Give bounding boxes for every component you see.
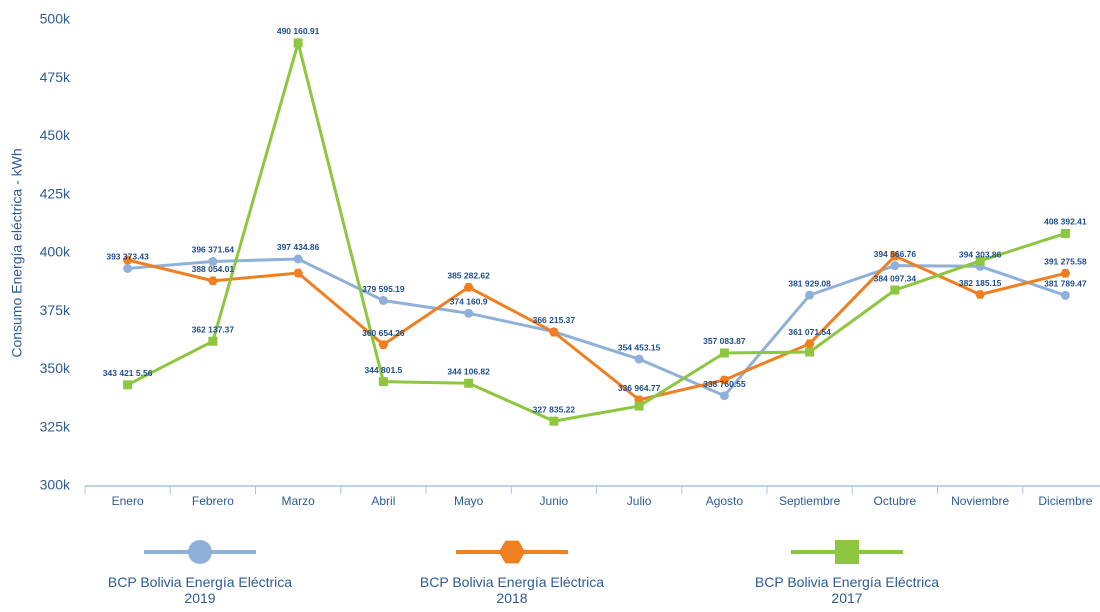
x-tick-label: Octubre <box>874 494 917 508</box>
x-tick-label: Diciembre <box>1038 494 1092 508</box>
point <box>123 263 133 273</box>
x-tick-label: Marzo <box>281 494 315 508</box>
point <box>890 285 900 295</box>
point <box>835 540 859 564</box>
point <box>805 347 815 357</box>
point <box>378 377 388 387</box>
point <box>293 254 303 264</box>
x-tick-label: Noviembre <box>951 494 1009 508</box>
x-tick-label: Enero <box>112 494 144 508</box>
point <box>293 268 304 278</box>
point <box>464 308 474 318</box>
series <box>123 37 1070 426</box>
data-label: 397 434.86 <box>277 242 320 252</box>
data-label: 360 654.26 <box>362 328 405 338</box>
y-tick-label: 375k <box>40 302 71 318</box>
legend-label: BCP Bolivia Energía Eléctrica 2019 <box>107 574 293 606</box>
legend-label: BCP Bolivia Energía Eléctrica 2017 <box>754 574 940 606</box>
x-tick-label: Abril <box>371 494 395 508</box>
point <box>634 354 644 364</box>
series <box>123 254 1070 401</box>
data-label: 366 215.37 <box>533 315 576 325</box>
x-tick-label: Agosto <box>706 494 744 508</box>
point <box>719 375 730 385</box>
y-tick-label: 500k <box>40 11 71 27</box>
series <box>122 251 1071 405</box>
point <box>498 540 526 564</box>
series-line <box>127 254 1066 402</box>
data-label: 394 303.86 <box>959 250 1002 260</box>
y-tick-label: 425k <box>40 185 71 201</box>
y-tick-label: 400k <box>40 244 71 260</box>
data-label: 381 789.47 <box>1044 279 1087 289</box>
data-label: 361 071.54 <box>788 327 831 337</box>
point <box>378 340 389 349</box>
x-tick-label: Julio <box>627 494 652 508</box>
point <box>548 327 559 337</box>
point <box>719 391 729 401</box>
data-label: 374 160.9 <box>450 296 488 306</box>
point <box>549 416 559 426</box>
point <box>889 251 900 261</box>
x-tick-label: Septiembre <box>779 494 841 508</box>
point <box>293 38 303 48</box>
series-line <box>127 257 1066 398</box>
y-axis-label: Consumo Energía eléctrica - kWh <box>9 148 25 357</box>
x-tick-label: Junio <box>540 494 569 508</box>
point <box>463 283 474 292</box>
point <box>188 540 212 564</box>
data-label: 490 160.91 <box>277 26 320 36</box>
data-label: 391 275.58 <box>1044 257 1087 267</box>
legend-label: BCP Bolivia Energía Eléctrica 2018 <box>419 574 605 606</box>
y-tick-label: 325k <box>40 418 71 434</box>
point <box>634 401 644 411</box>
data-label: 408 392.41 <box>1044 217 1087 227</box>
data-label: 385 282.62 <box>447 271 490 281</box>
point <box>123 380 133 390</box>
data-label: 394 566.76 <box>874 249 917 259</box>
data-label: 344 106.82 <box>447 366 490 376</box>
point <box>1060 269 1071 278</box>
point <box>890 261 900 271</box>
x-tick-label: Febrero <box>192 494 234 508</box>
data-label: 396 371.64 <box>192 245 235 255</box>
point <box>208 336 218 346</box>
y-tick-label: 450k <box>40 127 71 143</box>
data-label: 384 097.34 <box>874 273 917 283</box>
data-label: 327 835.22 <box>533 404 576 414</box>
data-label: 336 964.77 <box>618 383 661 393</box>
point <box>975 256 985 266</box>
y-tick-label: 475k <box>40 69 71 85</box>
data-label: 354 453.15 <box>618 342 661 352</box>
data-label: 343 421 5.56 <box>103 368 153 378</box>
series-line <box>126 37 1066 423</box>
point <box>804 339 815 348</box>
point <box>122 255 133 265</box>
y-tick-label: 350k <box>40 360 71 376</box>
point <box>1060 228 1070 238</box>
point <box>1060 290 1070 300</box>
data-label: 362 137.37 <box>192 324 235 334</box>
point <box>805 290 815 300</box>
data-label: 344 801.5 <box>364 365 402 375</box>
x-tick-label: Mayo <box>454 494 484 508</box>
data-label: 357 083.87 <box>703 336 746 346</box>
point <box>719 348 729 358</box>
data-label: 388 054.01 <box>192 264 235 274</box>
point <box>975 290 986 299</box>
y-tick-label: 300k <box>40 477 71 493</box>
data-label: 381 929.08 <box>788 278 831 288</box>
data-label: 338 760.55 <box>703 379 746 389</box>
data-label: 382 185.15 <box>959 278 1002 288</box>
point <box>208 256 218 266</box>
data-label: 393 373.43 <box>106 252 149 262</box>
point <box>378 296 388 306</box>
point <box>464 378 474 388</box>
point <box>207 276 218 286</box>
data-label: 379 595.19 <box>362 284 405 294</box>
